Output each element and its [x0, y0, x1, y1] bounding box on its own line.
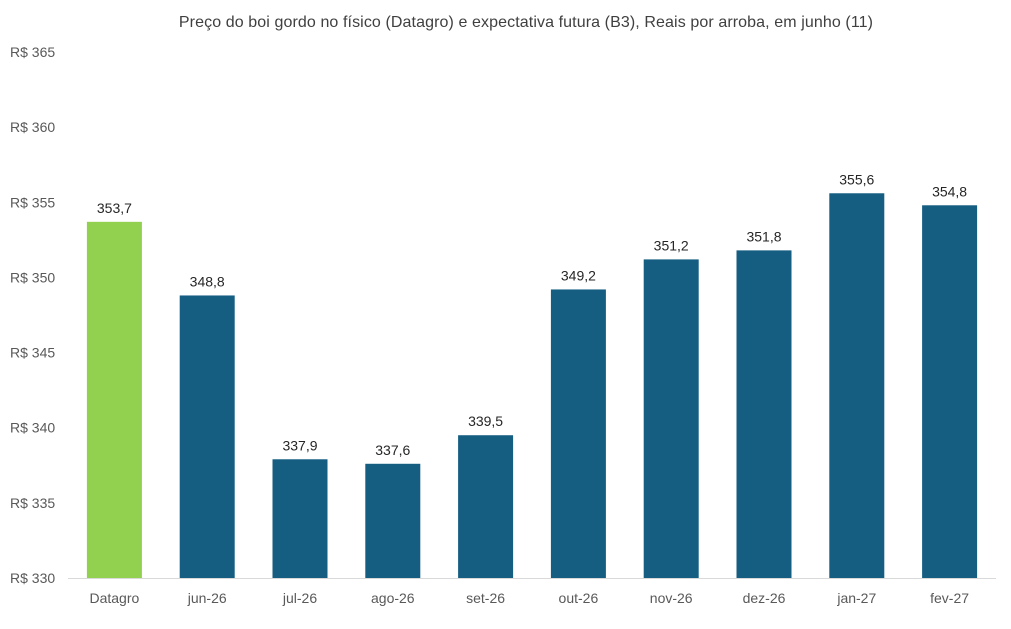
x-axis-labels: Datagro jun-26 jul-26 ago-26 set-26 out-26 nov…: [89, 590, 969, 606]
data-label: 349,2: [561, 267, 596, 283]
data-label: 354,8: [932, 183, 967, 199]
data-label: 353,7: [97, 200, 132, 216]
y-tick-label: R$ 345: [10, 345, 55, 361]
bar-set-26: [458, 435, 514, 578]
x-tick-label: fev-27: [930, 590, 969, 606]
x-tick-label: jul-26: [282, 590, 317, 606]
y-axis-labels: R$ 330 R$ 335 R$ 340 R$ 345 R$ 350 R$ 355 R$ 3…: [10, 44, 55, 586]
data-labels: 353,7 348,8 337,9 337,6 339,5 349,2 351,2 351,8…: [97, 171, 967, 458]
bars: [86, 193, 978, 579]
bar-datagro: [86, 221, 142, 578]
data-label: 351,8: [746, 228, 781, 244]
data-label: 339,5: [468, 413, 503, 429]
x-tick-label: ago-26: [371, 590, 415, 606]
x-tick-label: out-26: [559, 590, 599, 606]
x-tick-label: dez-26: [743, 590, 786, 606]
y-tick-label: R$ 360: [10, 119, 55, 135]
bar-ago-26: [365, 463, 421, 578]
y-tick-label: R$ 355: [10, 194, 55, 210]
x-tick-label: set-26: [466, 590, 505, 606]
bar-jan-27: [829, 193, 885, 579]
y-tick-label: R$ 330: [10, 570, 55, 586]
data-label: 337,6: [375, 442, 410, 458]
bar-fev-27: [922, 205, 978, 578]
data-label: 355,6: [839, 171, 874, 187]
y-tick-label: R$ 365: [10, 44, 55, 60]
bar-nov-26: [643, 259, 699, 578]
data-label: 348,8: [190, 273, 225, 289]
y-tick-label: R$ 335: [10, 495, 55, 511]
data-label: 337,9: [282, 437, 317, 453]
bar-dez-26: [736, 250, 792, 578]
bar-out-26: [550, 289, 606, 578]
data-label: 351,2: [654, 237, 689, 253]
y-tick-label: R$ 350: [10, 269, 55, 285]
x-tick-label: jan-27: [836, 590, 876, 606]
bar-jun-26: [179, 295, 235, 578]
x-tick-label: jun-26: [187, 590, 227, 606]
x-tick-label: Datagro: [89, 590, 139, 606]
y-tick-label: R$ 340: [10, 420, 55, 436]
x-tick-label: nov-26: [650, 590, 693, 606]
chart-title: Preço do boi gordo no físico (Datagro) e…: [178, 14, 874, 31]
bar-jul-26: [272, 459, 328, 578]
